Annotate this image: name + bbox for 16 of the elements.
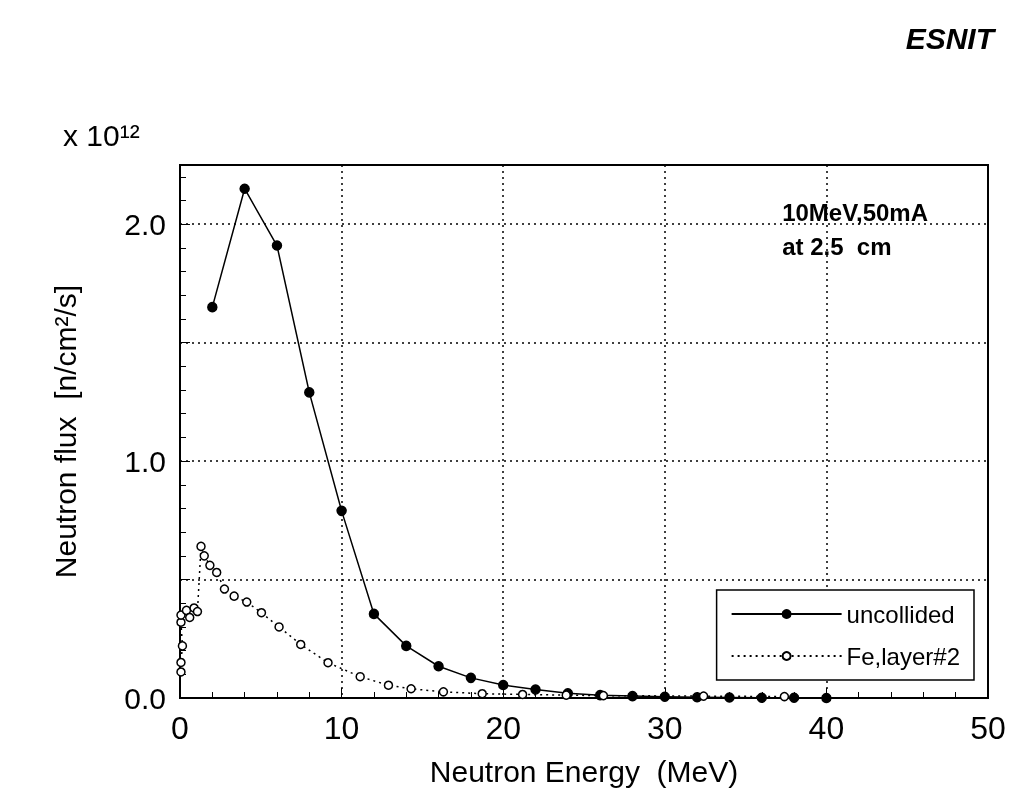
x-tick-label: 0 — [171, 710, 189, 746]
y-tick-label: 0.0 — [124, 681, 166, 715]
legend-label: uncollided — [846, 600, 955, 628]
x-tick-label: 10 — [323, 710, 360, 746]
x-tick-label: 20 — [485, 710, 521, 746]
legend-label: Fe,layer#2 — [846, 642, 960, 670]
x-tick-label: 50 — [970, 710, 1006, 746]
x-axis-title: Neutron Energy (MeV) — [429, 754, 739, 788]
x-tick-label: 30 — [647, 710, 683, 746]
text: x 10¹² — [63, 118, 140, 152]
y-tick-label: 2.0 — [124, 207, 166, 241]
chart-title: ESNIT — [905, 21, 997, 55]
x-tick-label: 40 — [808, 710, 845, 746]
y-tick-label: 1.0 — [124, 444, 166, 478]
y-axis-title: Neutron flux [n/cm²/s] — [48, 284, 82, 579]
annotation: 10MeV,50mA at 2.5 cm — [782, 198, 928, 260]
